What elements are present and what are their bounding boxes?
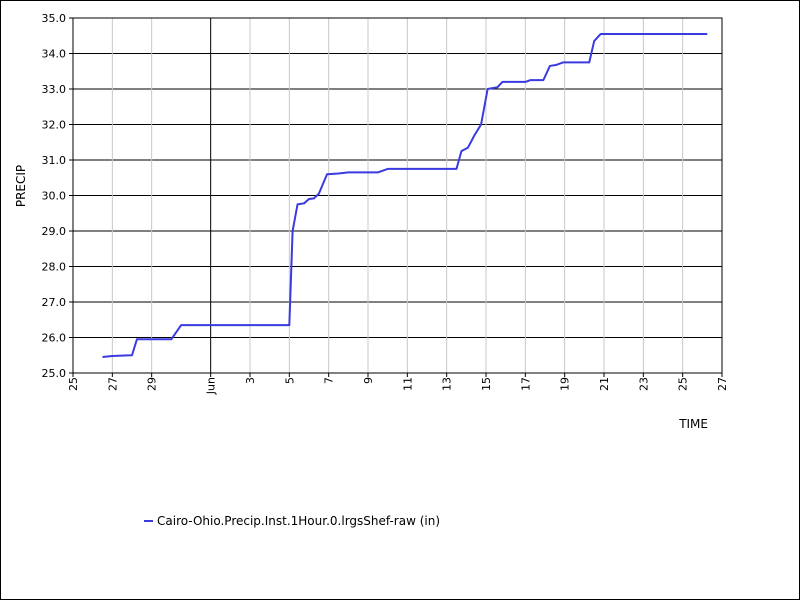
x-tick-label: 9 (362, 377, 375, 384)
y-tick-label: 27.0 (42, 296, 67, 309)
y-tick-labels: 25.0 26.0 27.0 28.0 29.0 30.0 31.0 32.0 33.0 34.0… (42, 12, 67, 380)
grid-lines (72, 17, 723, 374)
x-tick-label: 23 (637, 377, 650, 391)
x-tick-label: 25 (67, 377, 80, 391)
legend: Cairo-Ohio.Precip.Inst.1Hour.0.lrgsShef-… (144, 514, 440, 528)
x-tick-label: 25 (677, 377, 690, 391)
y-tick-label: 25.0 (42, 367, 67, 380)
y-tick-label: 30.0 (42, 190, 67, 203)
x-tick-label: 7 (323, 377, 336, 384)
y-tick-label: 28.0 (42, 261, 67, 274)
x-tick-label: 27 (106, 377, 119, 391)
x-tick-label: 5 (283, 377, 296, 384)
x-tick-label: 13 (441, 377, 454, 391)
axes (69, 17, 723, 377)
x-tick-label: 21 (598, 377, 611, 391)
y-tick-label: 26.0 (42, 332, 67, 345)
x-tick-label: 19 (559, 377, 572, 391)
legend-label: Cairo-Ohio.Precip.Inst.1Hour.0.lrgsShef-… (157, 514, 441, 528)
x-tick-label: 29 (146, 377, 159, 391)
y-tick-label: 32.0 (42, 119, 67, 132)
series-line (102, 32, 708, 359)
y-tick-label: 31.0 (42, 154, 67, 167)
y-tick-label: 33.0 (42, 83, 67, 96)
y-tick-label: 29.0 (42, 225, 67, 238)
x-tick-label: 3 (244, 377, 257, 384)
legend-swatch (144, 520, 153, 522)
x-tick-labels: 25 27 29 Jun 3 5 7 9 11 13 15 17 19 21 23 25 27 (67, 377, 729, 395)
y-axis-title: PRECIP (14, 165, 28, 207)
x-tick-label: 27 (716, 377, 729, 391)
y-tick-label: 35.0 (42, 12, 67, 25)
y-tick-label: 34.0 (42, 48, 67, 61)
x-axis-title: TIME (678, 417, 708, 431)
x-tick-label: Jun (205, 377, 218, 395)
x-tick-label: 15 (480, 377, 493, 391)
x-tick-label: 11 (401, 377, 414, 391)
series-layer (102, 32, 708, 359)
x-tick-label: 17 (519, 377, 532, 391)
plot-border (72, 17, 723, 374)
